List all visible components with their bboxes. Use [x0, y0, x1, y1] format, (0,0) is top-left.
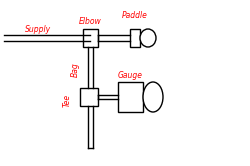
Text: Bag: Bag [70, 63, 80, 77]
Text: Gauge: Gauge [118, 72, 142, 81]
Ellipse shape [140, 29, 156, 47]
Bar [83, 29, 98, 47]
Text: Tee: Tee [62, 93, 72, 107]
Text: Elbow: Elbow [78, 17, 102, 27]
Bar [130, 29, 140, 47]
Text: Paddle: Paddle [122, 10, 148, 19]
Text: Supply: Supply [25, 26, 51, 35]
Bar [118, 82, 143, 112]
Bar [80, 88, 98, 106]
Ellipse shape [143, 82, 163, 112]
